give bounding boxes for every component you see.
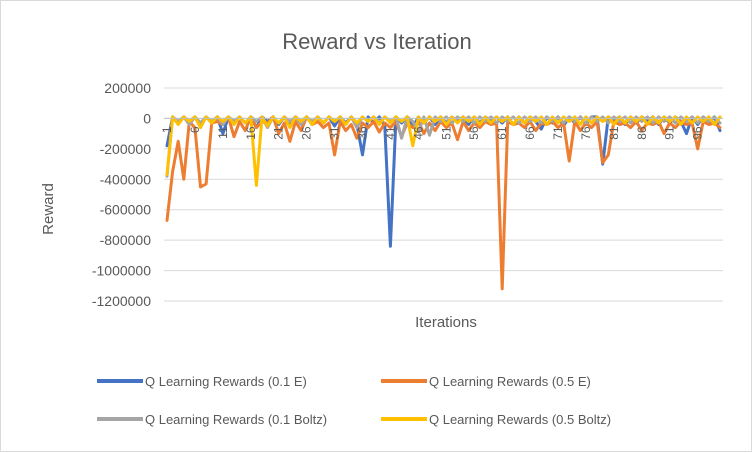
x-axis-label: Iterations [415, 314, 477, 331]
x-tick-label: 21 [272, 126, 286, 140]
legend-item: Q Learning Rewards (0.5 E) [381, 374, 591, 389]
x-tick-label: 46 [411, 126, 425, 140]
x-tick-label: 16 [244, 126, 258, 140]
x-tick-label: 56 [467, 126, 481, 140]
x-tick-label: 91 [663, 126, 677, 140]
series-line [165, 115, 722, 291]
x-tick-label: 41 [383, 126, 397, 140]
legend-label: Q Learning Rewards (0.5 Boltz) [429, 412, 611, 427]
y-tick-label: 200000 [104, 80, 151, 96]
y-tick-label: 0 [143, 110, 151, 126]
x-tick-label: 81 [607, 126, 621, 140]
x-tick-label: 6 [188, 126, 202, 133]
legend-label: Q Learning Rewards (0.1 Boltz) [145, 412, 327, 427]
x-tick-label: 71 [551, 126, 565, 140]
y-tick-label: -600000 [100, 202, 152, 218]
x-tick-label: 86 [635, 126, 649, 140]
x-tick-label: 1 [160, 126, 174, 133]
y-tick-label: -800000 [100, 232, 152, 248]
x-tick-label: 11 [216, 126, 230, 139]
y-tick-label: -1000000 [92, 263, 151, 279]
legend-item: Q Learning Rewards (0.5 Boltz) [381, 412, 611, 427]
x-tick-label: 96 [691, 126, 705, 140]
series-lines [165, 115, 722, 291]
x-tick-label: 31 [328, 126, 342, 140]
x-tick-label: 61 [495, 126, 509, 140]
legend-label: Q Learning Rewards (0.5 E) [429, 374, 591, 389]
y-tick-label: -200000 [100, 141, 152, 157]
legend-label: Q Learning Rewards (0.1 E) [145, 374, 307, 389]
series-line [165, 115, 722, 187]
legend: Q Learning Rewards (0.1 E) Q Learning Rew… [97, 374, 611, 427]
y-tick-label: -1200000 [92, 293, 151, 309]
legend-item: Q Learning Rewards (0.1 Boltz) [97, 412, 327, 427]
chart-title: Reward vs Iteration [282, 29, 472, 54]
x-tick-label: 66 [523, 126, 537, 140]
y-axis-ticks: 200000 0 -200000 -400000 -600000 -800000 -1000… [92, 80, 151, 309]
x-tick-label: 51 [439, 126, 453, 140]
x-axis-ticks: 1 6 11 16 21 26 31 36 41 46 51 56 61 66 71 76 81 86 91 96 [160, 117, 723, 140]
y-tick-label: -400000 [100, 171, 152, 187]
y-axis-label: Reward [40, 183, 57, 235]
x-tick-label: 26 [300, 126, 314, 140]
x-tick-label: 76 [579, 126, 593, 140]
legend-item: Q Learning Rewards (0.1 E) [97, 374, 307, 389]
x-tick-label: 36 [356, 126, 370, 140]
